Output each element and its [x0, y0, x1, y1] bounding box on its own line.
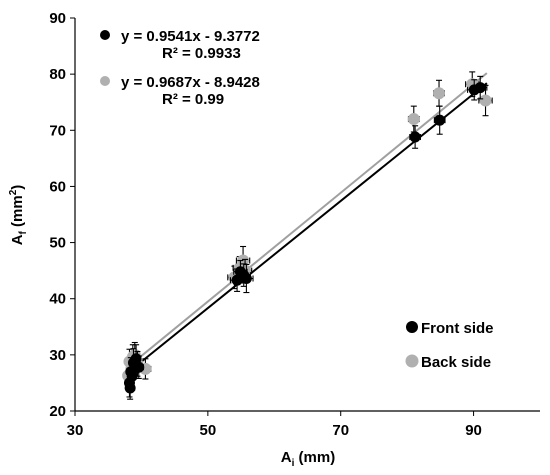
y-axis-title-main: A — [9, 234, 26, 245]
y-tick-label: 30 — [49, 347, 66, 364]
data-point-back — [479, 94, 492, 107]
series-layer — [122, 71, 493, 400]
trendline-back — [127, 72, 488, 368]
data-point-front — [434, 114, 446, 126]
y-tick-label: 20 — [49, 403, 66, 420]
x-tick-label: 50 — [200, 422, 217, 439]
y-axis-title-end: ) — [9, 185, 26, 190]
trendlines — [127, 72, 488, 374]
legend-marker-front — [406, 321, 418, 333]
x-axis-ticks: 30 50 70 90 — [67, 411, 482, 439]
series-legend: Front side Back side — [405, 320, 494, 371]
r2-front: R² = 0.9933 — [162, 45, 241, 62]
y-tick-label: 40 — [49, 291, 66, 308]
data-point-back — [407, 113, 420, 126]
y-axis-title-rest: (mm — [9, 195, 26, 231]
x-axis-title: Ai (mm) — [281, 449, 335, 469]
y-tick-label: 60 — [49, 178, 66, 195]
data-point-front — [124, 382, 136, 394]
y-tick-label: 80 — [49, 66, 66, 83]
trendline-front — [127, 82, 488, 374]
x-axis-title-main: A — [281, 449, 292, 466]
equation-marker-front — [100, 30, 110, 40]
x-tick-label: 70 — [332, 422, 349, 439]
y-axis-title-subscript: f — [18, 230, 29, 234]
equation-legend: y = 0.9541x - 9.3772 R² = 0.9933 y = 0.9… — [100, 28, 260, 108]
data-point-front — [474, 82, 486, 94]
equation-front: y = 0.9541x - 9.3772 — [121, 28, 260, 45]
x-axis-title-subscript: i — [292, 458, 295, 469]
data-point-front — [133, 361, 145, 373]
y-axis-ticks: 20 30 40 50 60 70 80 90 — [49, 10, 75, 420]
r2-back: R² = 0.99 — [162, 91, 224, 108]
y-tick-label: 70 — [49, 122, 66, 139]
y-axis-title-superscript: 2 — [8, 189, 19, 195]
x-tick-label: 90 — [465, 422, 482, 439]
y-tick-label: 50 — [49, 235, 66, 252]
legend-label-front: Front side — [421, 320, 494, 337]
legend-marker-back — [405, 354, 419, 368]
data-point-front — [126, 370, 138, 382]
data-point-back — [433, 87, 446, 100]
y-axis-title: Af (mm2) — [8, 185, 29, 246]
series-front — [123, 75, 488, 400]
x-axis-title-rest: (mm) — [294, 449, 335, 466]
equation-back: y = 0.9687x - 8.9428 — [121, 74, 260, 91]
data-point-front — [409, 131, 421, 143]
equation-marker-back — [100, 76, 110, 86]
x-tick-label: 30 — [67, 422, 84, 439]
legend-label-back: Back side — [421, 354, 491, 371]
y-tick-label: 90 — [49, 10, 66, 27]
data-point-front — [240, 273, 252, 285]
